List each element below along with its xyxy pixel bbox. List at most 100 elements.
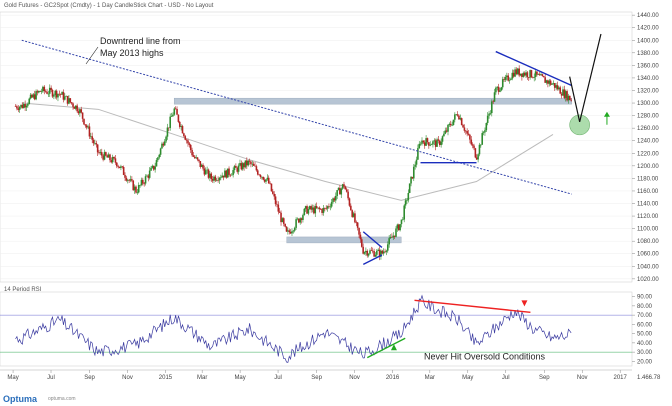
annotation-pointer <box>85 46 99 65</box>
candle-body <box>235 165 237 168</box>
candle-body <box>308 206 311 210</box>
candle-body <box>348 198 351 206</box>
candle-body <box>445 130 448 132</box>
x-tick-label: Nov <box>577 375 588 381</box>
candle-body <box>277 204 280 212</box>
x-tick-label: May <box>7 375 18 381</box>
candle-body <box>81 112 84 119</box>
candle-body <box>261 176 263 178</box>
candle-body <box>176 109 178 115</box>
candle-body <box>48 87 51 94</box>
candle-body <box>152 165 155 170</box>
candle-body <box>365 250 367 253</box>
candle-body <box>88 126 91 137</box>
candle-body <box>187 140 189 144</box>
candle-body <box>460 118 463 125</box>
candle-body <box>57 93 59 98</box>
candle-body <box>31 94 33 98</box>
candle-body <box>28 98 31 104</box>
candle-body <box>139 185 141 186</box>
candle-body <box>311 207 314 210</box>
candle-body <box>40 91 43 92</box>
candle-body <box>434 140 437 147</box>
x-tick-label: Nov <box>122 375 133 381</box>
candle-body <box>292 230 295 232</box>
candle-body <box>280 212 282 223</box>
candle-body <box>570 100 572 101</box>
candle-body <box>62 92 65 100</box>
candle-body <box>412 166 415 179</box>
candle-body <box>414 164 416 167</box>
candle-body <box>369 250 371 254</box>
candle-body <box>38 90 40 93</box>
candle-body <box>538 74 541 76</box>
candle-body <box>532 77 534 78</box>
candle-body <box>397 224 400 231</box>
candle-body <box>107 154 110 158</box>
candle-body <box>370 250 373 251</box>
candle-body <box>228 168 230 175</box>
candle-body <box>17 108 20 110</box>
support-zone <box>173 97 572 105</box>
candle-body <box>181 126 184 134</box>
candle-body <box>265 179 267 182</box>
candle-body <box>299 218 301 223</box>
candle-body <box>482 132 485 134</box>
candle-body <box>493 92 496 102</box>
candle-body <box>214 176 217 181</box>
candle-body <box>103 152 106 160</box>
price-chart-canvas[interactable]: 1020.00 1040.00 1060.00 1080.00 1100.00 1120.… <box>0 0 672 392</box>
candle-body <box>433 140 436 142</box>
candle-body <box>406 200 408 201</box>
candle-body <box>566 91 568 101</box>
candle-body <box>503 79 505 80</box>
rsi-tick-label: 50.00 <box>637 332 653 338</box>
candle-body <box>229 174 232 176</box>
candle-body <box>77 111 80 114</box>
rsi-bullish-divergence-line <box>366 337 406 359</box>
candle-body <box>270 183 273 192</box>
candle-body <box>215 180 218 181</box>
candle-body <box>499 90 501 92</box>
candle-body <box>556 85 559 90</box>
candle-body <box>310 206 312 210</box>
candle-body <box>195 157 197 159</box>
candle-body <box>345 189 348 192</box>
candle-body <box>422 140 425 143</box>
candle-body <box>259 175 262 178</box>
candle-body <box>142 179 144 184</box>
candle-body <box>269 183 271 184</box>
candle-body <box>247 160 249 166</box>
candle-body <box>254 165 256 167</box>
candle-body <box>64 96 66 100</box>
candle-body <box>32 94 35 98</box>
candle-body <box>511 72 514 79</box>
candle-body <box>143 183 145 185</box>
candle-body <box>319 209 322 210</box>
candle-body <box>131 179 133 181</box>
x-tick-label: May <box>462 375 473 381</box>
candle-body <box>58 93 61 95</box>
candle-body <box>355 222 358 223</box>
candle-body <box>80 109 83 113</box>
candle-body <box>495 87 497 93</box>
candle-body <box>262 176 265 180</box>
candle-body <box>333 198 336 201</box>
candle-body <box>529 70 531 78</box>
price-tick-label: 1440.00 <box>637 13 659 19</box>
candle-body <box>489 113 492 114</box>
candle-body <box>425 138 427 146</box>
candle-body <box>567 95 570 101</box>
candle-body <box>241 163 244 170</box>
candle-body <box>232 170 234 175</box>
candle-body <box>295 219 297 228</box>
candle-body <box>74 105 77 109</box>
price-tick-label: 1200.00 <box>637 164 659 170</box>
candle-body <box>544 77 546 83</box>
candle-body <box>72 103 74 107</box>
candle-body <box>330 202 333 207</box>
candle-body <box>18 106 21 110</box>
candle-body <box>263 179 266 182</box>
candle-body <box>304 206 307 209</box>
candle-body <box>224 170 226 178</box>
